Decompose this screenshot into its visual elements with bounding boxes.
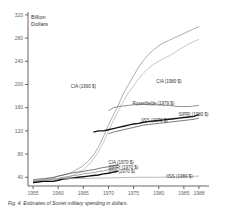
svg-text:1960: 1960 [53,190,64,196]
svg-text:CIA (1980 $): CIA (1980 $) [156,79,182,84]
svg-text:1955: 1955 [27,190,38,196]
svg-text:40: 40 [17,174,23,180]
svg-text:240: 240 [15,58,24,64]
html-text:Fig. 4. Estimates of Soviet mi: Fig. 4. Estimates of Soviet military spe… [8,200,128,206]
svg-text:CIA (1990 $): CIA (1990 $) [71,84,97,89]
html-text:Billion Dollars: Billion Dollars [31,14,49,27]
svg-text:1988: 1988 [193,190,204,196]
svg-text:CIA (1970 $): CIA (1970 $) [108,160,134,166]
svg-text:200: 200 [15,81,24,87]
svg-text:1985: 1985 [178,190,189,196]
svg-text:160: 160 [15,104,24,110]
svg-text:1965: 1965 [78,190,89,196]
svg-text:1980: 1980 [153,190,164,196]
svg-text:SIPRI (1970 $): SIPRI (1970 $) [108,164,139,170]
svg-text:1970: 1970 [103,190,114,196]
svg-text:80: 80 [17,151,23,157]
svg-text:IISS (1980 $): IISS (1980 $) [166,174,193,179]
svg-text:120: 120 [15,128,24,134]
svg-text:IISS (1970 $): IISS (1970 $) [141,118,168,123]
svg-text:IISS (1970 $): IISS (1970 $) [108,169,135,174]
svg-text:280: 280 [15,35,24,41]
svg-text:Rosenfielde (1979 $): Rosenfielde (1979 $) [133,101,175,106]
svg-text:SIPRI (1980 $): SIPRI (1980 $) [179,112,209,117]
svg-text:320: 320 [15,12,24,18]
svg-text:1975: 1975 [128,190,139,196]
